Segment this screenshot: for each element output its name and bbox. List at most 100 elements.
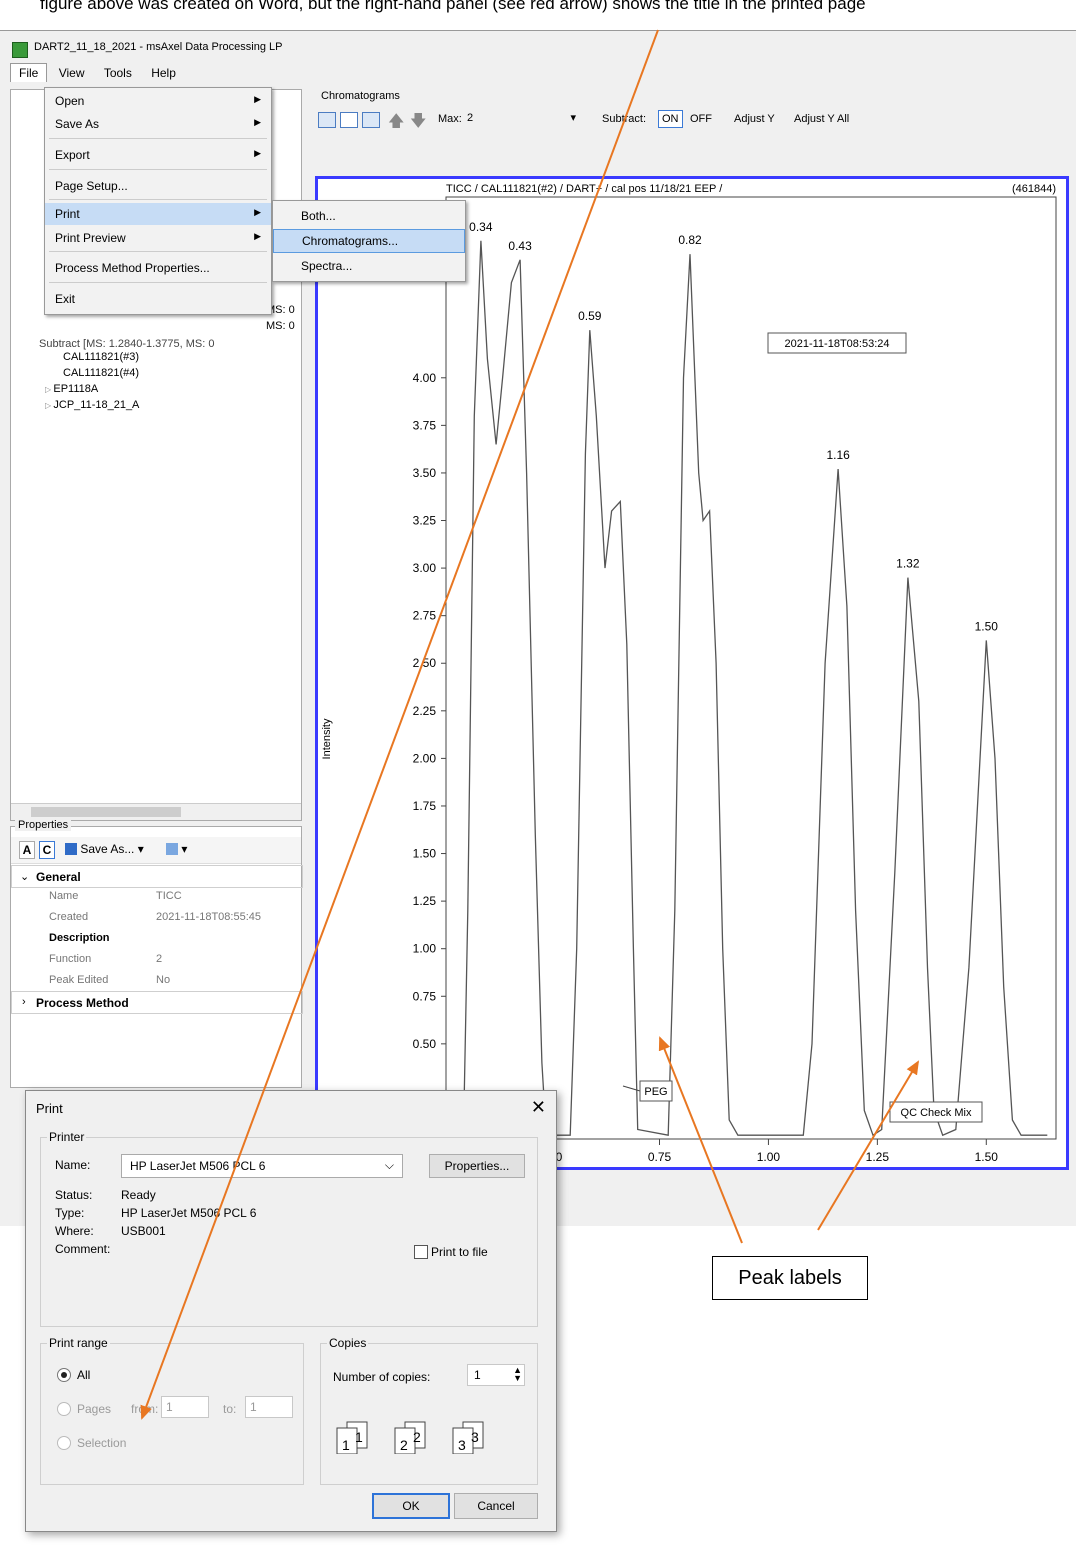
y-tick-label: 3.50 xyxy=(413,466,437,480)
properties-title: Properties xyxy=(15,819,72,831)
menu-tools[interactable]: Tools xyxy=(103,66,132,80)
chromatograms-label: Chromatograms xyxy=(318,90,403,102)
menu-item-open[interactable]: Open ▶ xyxy=(55,94,261,108)
menu-help[interactable]: Help xyxy=(151,66,176,80)
y-tick-label: 0.75 xyxy=(413,989,437,1003)
dropdown-icon: ▾ xyxy=(570,112,576,124)
tree-item[interactable]: ▷ JCP_11-18_21_A xyxy=(45,399,140,411)
from-input[interactable]: 1 xyxy=(161,1396,209,1418)
printer-name-select[interactable]: HP LaserJet M506 PCL 6 ⌵ xyxy=(121,1154,403,1178)
copies-stepper[interactable]: 1 ▲ ▼ xyxy=(467,1364,525,1386)
peg-leader-line xyxy=(622,1085,641,1092)
print-submenu: Both... Chromatograms... Spectra... xyxy=(272,200,466,282)
peak-label: 0.59 xyxy=(578,309,602,323)
tree-item[interactable]: CAL111821(#3) xyxy=(63,351,140,363)
radio-all[interactable] xyxy=(57,1368,71,1382)
save-as-button[interactable]: Save As... ▾ xyxy=(65,842,144,856)
y-tick-label: 2.25 xyxy=(413,704,437,718)
max-count-label: (461844) xyxy=(1012,183,1056,195)
menu-item-both[interactable]: Both... xyxy=(301,209,336,223)
menu-item-exit[interactable]: Exit xyxy=(55,292,76,306)
adjust-y-all-button[interactable]: Adjust Y All xyxy=(794,113,850,125)
menu-item-save-as[interactable]: Save As ▶ xyxy=(55,117,261,131)
horizontal-scrollbar[interactable] xyxy=(11,803,301,820)
menu-separator xyxy=(49,251,267,252)
tree-item[interactable]: ▷ EP1118A xyxy=(45,383,99,395)
copy-icon xyxy=(166,843,178,855)
cancel-button[interactable]: Cancel xyxy=(454,1493,538,1519)
print-to-file-checkbox[interactable] xyxy=(414,1245,428,1259)
title-bar: DART2_11_18_2021 - msAxel Data Processin… xyxy=(0,37,600,59)
y-tick-label: 3.00 xyxy=(413,561,437,575)
menu-item-spectra[interactable]: Spectra... xyxy=(301,259,353,273)
timestamp-label: 2021-11-18T08:53:24 xyxy=(785,338,890,350)
save-icon xyxy=(65,843,77,855)
y-tick-label: 1.00 xyxy=(413,942,437,956)
plot-area xyxy=(445,196,1057,1140)
svg-text:1: 1 xyxy=(355,1429,363,1445)
file-menu: Open ▶ Save As ▶ Export ▶ Page Setup... Pri… xyxy=(44,87,272,315)
property-row[interactable]: Created 2021-11-18T08:55:45 xyxy=(49,911,261,923)
y-tick-label: 1.75 xyxy=(413,799,437,813)
alpha-sort-button[interactable]: A xyxy=(19,841,35,859)
submenu-arrow-icon: ▶ xyxy=(254,117,261,127)
y-tick-label: 4.00 xyxy=(413,371,437,385)
scroll-thumb[interactable] xyxy=(31,807,181,817)
subtract-off-button[interactable]: OFF xyxy=(690,113,712,125)
menu-item-chromatograms[interactable]: Chromatograms... xyxy=(273,229,465,253)
arrow-up-icon[interactable]: 🡅 xyxy=(388,113,405,130)
radio-selection[interactable] xyxy=(57,1436,71,1450)
max-select[interactable]: 2 ▾ xyxy=(467,112,576,124)
layout-icon[interactable] xyxy=(340,112,358,128)
collapse-icon: ⌄ xyxy=(20,871,30,883)
menu-item-process-method[interactable]: Process Method Properties... xyxy=(55,261,210,275)
properties-button[interactable]: Properties... xyxy=(429,1154,525,1178)
svg-text:3: 3 xyxy=(458,1437,466,1453)
expand-icon[interactable]: ▷ xyxy=(45,401,54,410)
menu-file[interactable]: File xyxy=(10,63,48,82)
menu-separator xyxy=(49,199,267,200)
subtract-on-button[interactable]: ON xyxy=(658,110,683,128)
close-icon[interactable]: ✕ xyxy=(530,1097,546,1117)
menu-item-export[interactable]: Export ▶ xyxy=(55,148,261,162)
property-row[interactable]: Description xyxy=(49,932,110,944)
y-tick-label: 1.50 xyxy=(413,847,437,861)
to-input[interactable]: 1 xyxy=(245,1396,293,1418)
adjust-y-button[interactable]: Adjust Y xyxy=(734,113,775,125)
peak-label: 1.32 xyxy=(896,557,920,571)
submenu-arrow-icon: ▶ xyxy=(254,148,261,158)
arrow-line xyxy=(658,1036,743,1244)
property-row[interactable]: Function 2 xyxy=(49,953,163,965)
spin-icon[interactable]: ▲ ▼ xyxy=(513,1365,522,1383)
properties-toolbar: A C Save As... ▾ ▾ xyxy=(11,837,301,864)
svg-text:1: 1 xyxy=(342,1437,350,1453)
y-tick-label: 2.50 xyxy=(413,656,437,670)
category-sort-button[interactable]: C xyxy=(39,841,55,859)
radio-pages[interactable] xyxy=(57,1402,71,1416)
group-process-method[interactable]: › Process Method xyxy=(11,991,303,1014)
expand-icon[interactable]: ▷ xyxy=(45,385,54,394)
peak-labels-callout: Peak labels xyxy=(712,1256,868,1300)
tree-item[interactable]: CAL111821(#4) xyxy=(63,367,140,379)
menu-item-page-setup[interactable]: Page Setup... xyxy=(55,179,128,193)
layout-icon[interactable] xyxy=(318,112,336,128)
tree-item-subtract[interactable]: Subtract [MS: 1.2840-1.3775, MS: 0 xyxy=(39,338,215,350)
menu-item-print[interactable]: Print ▶ xyxy=(45,203,271,225)
menu-separator xyxy=(49,138,267,139)
app-icon xyxy=(12,42,28,58)
ok-button[interactable]: OK xyxy=(372,1493,450,1519)
layout-icon[interactable] xyxy=(362,112,380,128)
menu-view[interactable]: View xyxy=(58,66,85,80)
svg-text:3: 3 xyxy=(471,1429,479,1445)
group-general[interactable]: ⌄ General xyxy=(11,865,303,888)
svg-text:2: 2 xyxy=(400,1437,408,1453)
property-row[interactable]: Name TICC xyxy=(49,890,182,902)
property-row[interactable]: Peak Edited No xyxy=(49,974,171,986)
menu-bar: File View Tools Help xyxy=(10,63,184,83)
arrow-down-icon[interactable]: 🡇 xyxy=(410,113,427,130)
copy-button[interactable]: ▾ xyxy=(166,842,187,856)
menu-item-print-preview[interactable]: Print Preview ▶ xyxy=(55,231,261,245)
